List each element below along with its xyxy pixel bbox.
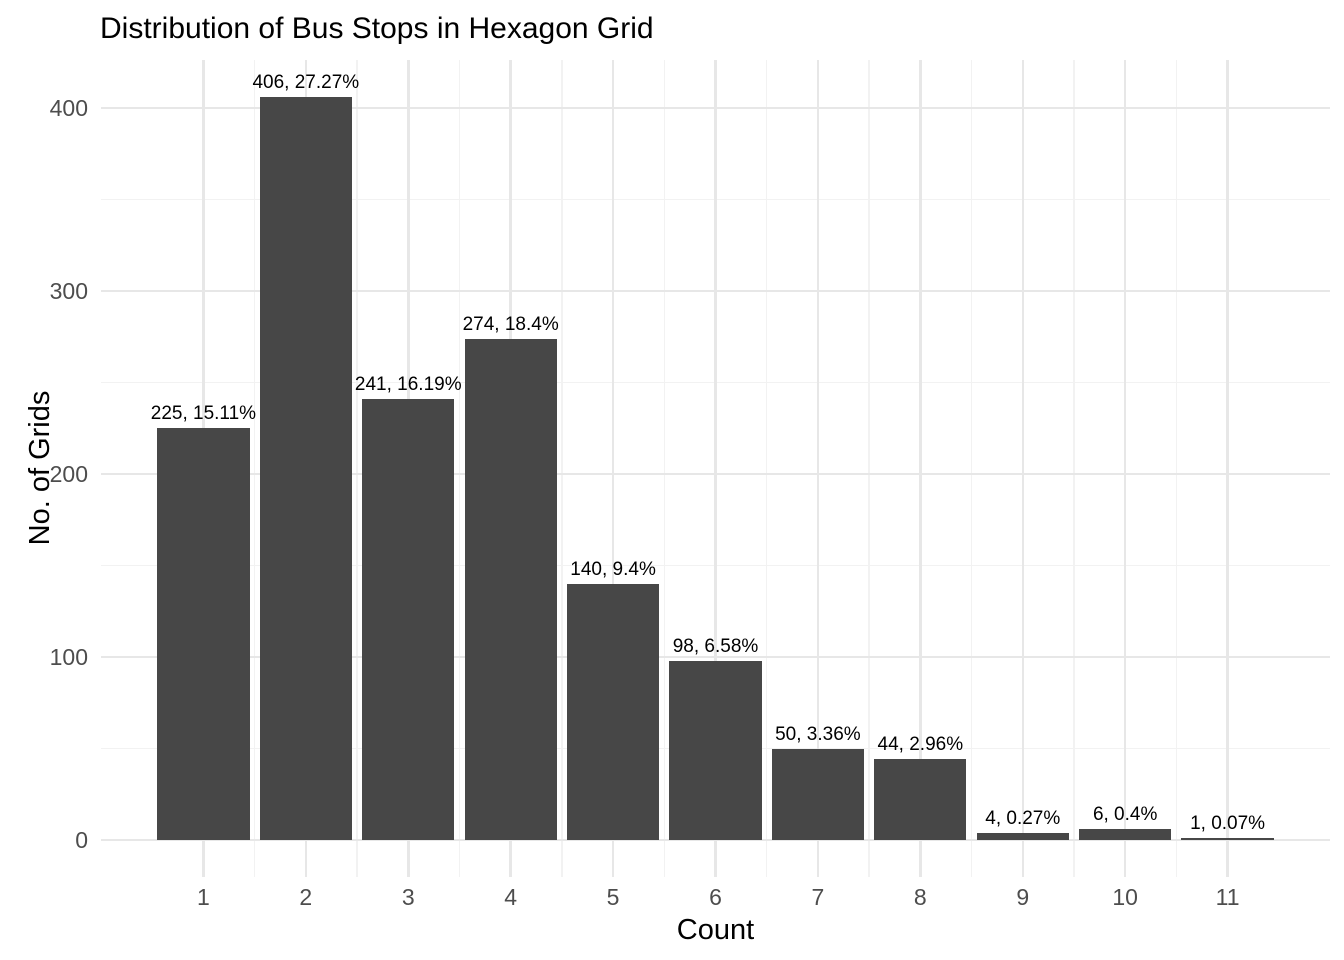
bar-count-11 <box>1181 838 1274 840</box>
y-tick-label: 100 <box>49 644 88 670</box>
bar-count-5 <box>566 583 660 840</box>
y-tick-label: 300 <box>49 278 88 304</box>
gridline-minor-vertical <box>458 60 461 877</box>
bar-count-3 <box>362 398 455 840</box>
x-tick-label: 4 <box>504 884 518 910</box>
gridline-major-vertical <box>714 60 717 877</box>
bar-value-label: 225, 15.11% <box>150 403 257 425</box>
bar-count-1 <box>157 428 250 840</box>
bar-value-label: 274, 18.4% <box>462 313 559 335</box>
x-tick-label: 7 <box>811 884 825 910</box>
bar-value-label: 44, 2.96% <box>877 734 964 756</box>
x-tick-label: 6 <box>709 884 722 910</box>
y-tick-label: 0 <box>75 827 88 853</box>
bar-count-4 <box>464 338 557 840</box>
gridline-minor-vertical <box>1175 60 1178 877</box>
bar-count-8 <box>874 759 967 840</box>
gridline-minor-vertical <box>561 60 563 877</box>
gridline-minor-vertical <box>970 60 973 877</box>
gridline-major-vertical <box>816 60 820 877</box>
gridline-major-vertical <box>1021 60 1024 877</box>
gridline-minor-vertical <box>868 60 870 877</box>
gridline-major-vertical <box>1123 60 1127 877</box>
bar-value-label: 6, 0.4% <box>1092 804 1158 826</box>
gridline-major-vertical <box>611 60 615 877</box>
x-tick-label: 11 <box>1215 884 1240 910</box>
x-tick-label: 2 <box>299 884 313 910</box>
y-tick-label: 200 <box>49 461 88 487</box>
x-tick-label: 3 <box>401 884 415 910</box>
bar-value-label: 241, 16.19% <box>354 373 462 395</box>
x-axis-title: Count <box>676 914 755 946</box>
y-tick-label: 400 <box>49 95 88 121</box>
bar-value-label: 98, 6.58% <box>672 635 759 657</box>
gridline-minor-vertical <box>663 60 665 877</box>
x-tick-label: 9 <box>1016 884 1030 910</box>
bar-value-label: 50, 3.36% <box>775 723 861 745</box>
bar-value-label: 140, 9.4% <box>570 558 656 580</box>
gridline-minor-vertical <box>1073 60 1075 877</box>
x-tick-label: 5 <box>606 884 620 910</box>
bar-value-label: 4, 0.27% <box>985 807 1061 829</box>
gridline-major-vertical <box>919 60 922 877</box>
bar-value-label: 1, 0.07% <box>1190 813 1266 835</box>
bar-count-6 <box>669 660 762 840</box>
bar-count-9 <box>976 832 1069 840</box>
gridline-minor-vertical <box>356 60 358 877</box>
bar-value-label: 406, 27.27% <box>252 72 360 94</box>
x-tick-label: 10 <box>1112 884 1138 910</box>
plot-panel: 225, 15.11% 406, 27.27% 241, 16.19% 274, 18… <box>101 60 1330 877</box>
bar-count-7 <box>771 748 864 840</box>
gridline-minor-vertical <box>766 60 768 877</box>
x-tick-label: 1 <box>197 884 210 910</box>
gridline-major-vertical <box>1226 60 1229 877</box>
gridline-minor-vertical <box>253 60 256 877</box>
bar-count-10 <box>1079 829 1172 840</box>
x-tick-label: 8 <box>913 884 927 910</box>
chart-title: Distribution of Bus Stops in Hexagon Gri… <box>100 12 654 45</box>
bar-count-2 <box>259 97 352 840</box>
